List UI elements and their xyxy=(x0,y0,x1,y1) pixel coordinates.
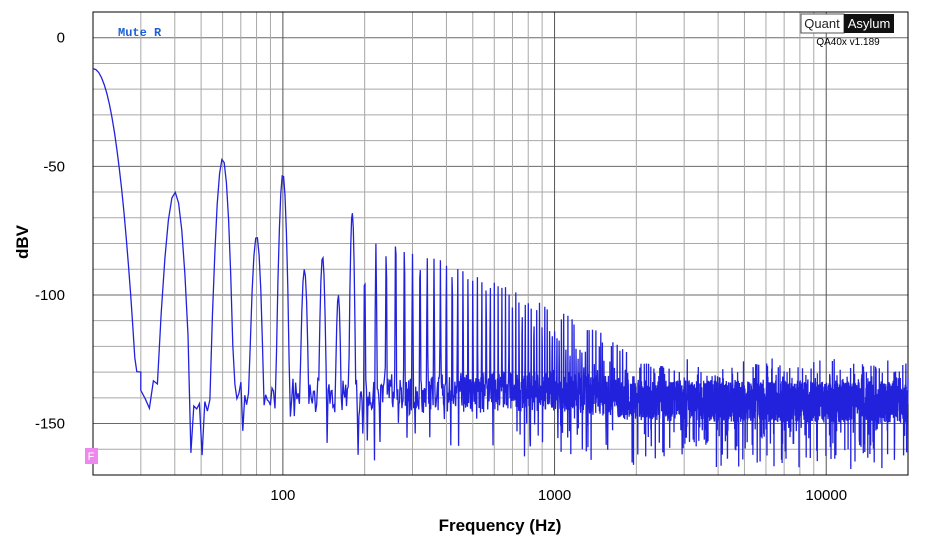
y-tick-label: -50 xyxy=(43,158,65,175)
x-axis-label: Frequency (Hz) xyxy=(439,516,562,535)
series-trace xyxy=(92,67,909,470)
y-tick-labels: 0 -50 -100 -150 xyxy=(35,30,65,433)
y-axis-label: dBV xyxy=(13,224,32,259)
version-label: QA40x v1.189 xyxy=(816,37,880,48)
f-marker-box[interactable] xyxy=(85,448,98,464)
brand-logo-right-box xyxy=(844,14,894,33)
brand-logo: Quant Asylum QA40x v1.189 xyxy=(800,13,894,48)
x-tick-label: 10000 xyxy=(805,487,847,504)
plot-frame xyxy=(92,11,909,476)
spectrum-line xyxy=(92,67,909,470)
x-tick-label: 1000 xyxy=(538,487,571,504)
annotation-mute-r: Mute R xyxy=(118,26,162,40)
y-tick-label: 0 xyxy=(57,30,65,47)
f-marker-label: F xyxy=(88,451,95,463)
f-marker[interactable]: F xyxy=(85,448,98,464)
y-tick-label: -150 xyxy=(35,416,65,433)
x-tick-label: 100 xyxy=(270,487,295,504)
y-tick-label: -100 xyxy=(35,287,65,304)
brand-left-text: Quant xyxy=(804,16,840,31)
brand-right-text: Asylum xyxy=(848,16,891,31)
x-tick-labels: 100 1000 10000 xyxy=(270,487,847,504)
